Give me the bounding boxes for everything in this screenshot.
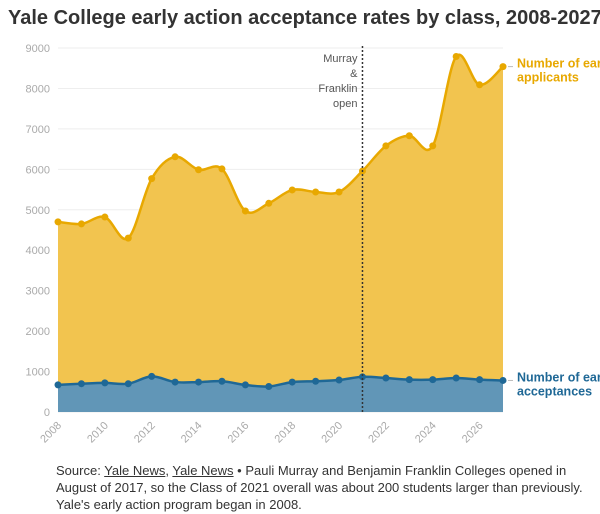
y-tick-label: 3000 — [26, 286, 50, 298]
acceptances-point — [265, 383, 273, 391]
acceptances-point — [312, 377, 320, 385]
acceptances-point — [382, 374, 390, 382]
x-tick-label: 2008 — [38, 420, 64, 446]
chart-title: Yale College early action acceptance rat… — [8, 7, 600, 29]
y-tick-label: 7000 — [26, 124, 50, 136]
acceptances-point — [148, 372, 156, 380]
x-tick-label: 2026 — [460, 420, 486, 446]
applicants-series-label: Number of earlyapplicants — [517, 57, 600, 85]
applicants-point — [499, 63, 507, 71]
applicants-area — [58, 54, 503, 413]
acceptances-point — [499, 376, 507, 384]
acceptances-point — [101, 379, 109, 387]
x-tick-label: 2020 — [319, 420, 345, 446]
y-tick-label: 9000 — [26, 43, 50, 55]
acceptances-point — [171, 378, 179, 386]
acceptances-point — [335, 376, 343, 384]
applicants-point — [148, 175, 156, 183]
y-tick-label: 8000 — [26, 83, 50, 95]
source-link-1[interactable]: Yale News — [104, 463, 166, 478]
applicants-point — [54, 218, 62, 226]
x-tick-label: 2012 — [132, 420, 158, 446]
y-tick-label: 6000 — [26, 164, 50, 176]
x-tick-label: 2018 — [273, 420, 299, 446]
annotation-text: Murray — [323, 53, 358, 65]
acceptances-point — [218, 377, 226, 385]
y-tick-label: 0 — [44, 407, 50, 419]
acceptances-area — [58, 376, 503, 412]
annotation-text: open — [333, 98, 357, 110]
annotation-text: Franklin — [318, 83, 357, 95]
x-tick-label: 2022 — [366, 420, 392, 446]
applicants-point — [77, 220, 85, 228]
x-tick-label: 2024 — [413, 420, 439, 446]
acceptances-point — [241, 381, 249, 389]
chart: 0 1000 2000 3000 4000 5000 6000 7000 8000 9000 200… — [26, 43, 600, 446]
source-text: • Pauli Murray and Benjamin Franklin Col… — [56, 463, 583, 512]
applicants-point — [265, 199, 273, 207]
acceptances-point — [77, 380, 85, 388]
applicants-point — [241, 207, 249, 215]
applicants-point — [335, 188, 343, 196]
y-tick-label: 1000 — [26, 367, 50, 379]
acceptances-point — [195, 378, 203, 386]
acceptances-point — [288, 378, 296, 386]
source-link-2[interactable]: Yale News — [172, 463, 234, 478]
source-sep: , — [165, 463, 173, 478]
x-tick-label: 2016 — [226, 420, 252, 446]
annotation-text: & — [350, 68, 358, 80]
applicants-point — [476, 81, 484, 89]
applicants-point — [312, 188, 320, 196]
source-prefix: Source: — [56, 463, 105, 478]
applicants-point — [218, 165, 226, 173]
acceptances-point — [405, 376, 413, 384]
acceptances-point — [54, 381, 62, 389]
applicants-point — [195, 166, 203, 174]
applicants-point — [429, 142, 437, 150]
acceptances-point — [124, 380, 132, 388]
acceptances-series-label: Number of earlyacceptances — [517, 370, 600, 398]
applicants-point — [124, 234, 132, 242]
acceptances-point — [358, 373, 366, 381]
y-tick-label: 5000 — [26, 205, 50, 217]
acceptances-point — [476, 376, 484, 384]
y-tick-label: 2000 — [26, 326, 50, 338]
applicants-point — [405, 132, 413, 140]
x-tick-label: 2014 — [179, 420, 205, 446]
applicants-point — [171, 153, 179, 161]
y-tick-label: 4000 — [26, 245, 50, 257]
source-note: Source: Yale News, Yale News • Pauli Mur… — [56, 462, 596, 513]
applicants-point — [382, 142, 390, 150]
x-tick-label: 2010 — [85, 420, 111, 446]
acceptances-point — [452, 374, 460, 382]
acceptances-point — [429, 376, 437, 384]
applicants-point — [101, 213, 109, 221]
applicants-point — [288, 186, 296, 194]
applicants-point — [452, 52, 460, 60]
